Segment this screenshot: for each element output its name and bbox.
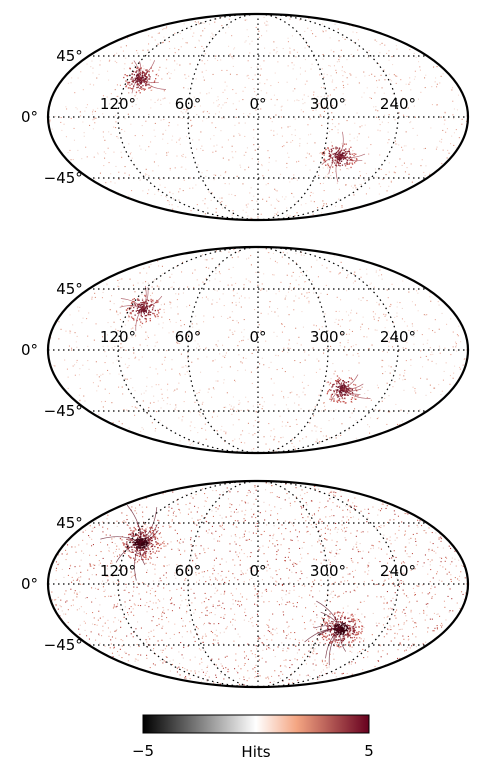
longitude-label: 60° — [175, 328, 202, 346]
hotspot-1 — [123, 60, 167, 94]
meridian — [187, 481, 259, 687]
map-outline — [46, 479, 470, 689]
longitude-labels: 120° 60° 0° 300° 240° — [100, 562, 416, 580]
longitude-label: 0° — [249, 328, 266, 346]
colorbar-min-label: −5 — [132, 742, 154, 760]
map-panels: 120° 60° 0° 300° 240° 45° 0° −45° 120° 60° 0° 300° 2… — [21, 12, 470, 689]
longitude-label: 300° — [310, 95, 346, 113]
latitude-label: 45° — [56, 280, 83, 298]
longitude-label: 240° — [380, 328, 416, 346]
colorbar-bar — [142, 714, 370, 734]
meridian — [257, 14, 329, 220]
hotspot-2 — [326, 374, 371, 404]
latitude-label: 0° — [21, 108, 38, 126]
meridian — [257, 247, 399, 453]
meridian — [187, 247, 259, 453]
longitude-label: 300° — [310, 562, 346, 580]
graticule — [48, 247, 468, 453]
hotspot-2 — [321, 131, 366, 183]
meridian — [257, 14, 399, 220]
meridian — [257, 247, 329, 453]
colorbar-max-label: 5 — [364, 742, 374, 760]
hit-density-dots — [51, 481, 468, 687]
colorbar-ticks: −5 5 — [132, 742, 374, 760]
latitude-label: −45° — [44, 636, 83, 654]
colorbar: −5 5 Hits — [132, 714, 374, 761]
longitude-label: 0° — [249, 562, 266, 580]
longitude-label: 300° — [310, 328, 346, 346]
hotspot-2 — [304, 600, 364, 666]
meridian — [257, 481, 399, 687]
longitude-label: 120° — [100, 328, 136, 346]
longitude-label: 120° — [100, 562, 136, 580]
graticule — [48, 14, 468, 220]
map-panel-2: 120° 60° 0° 300° 240° 45° 0° −45° — [21, 245, 470, 455]
graticule — [48, 481, 468, 687]
meridian — [117, 247, 259, 453]
colorbar-title: Hits — [241, 743, 270, 761]
latitude-labels: 45° 0° −45° — [21, 514, 83, 654]
map-outline — [46, 245, 470, 455]
latitude-label: 0° — [21, 575, 38, 593]
longitude-labels: 120° 60° 0° 300° 240° — [100, 328, 416, 346]
meridian — [117, 481, 259, 687]
meridian — [117, 14, 259, 220]
latitude-label: −45° — [44, 402, 83, 420]
latitude-labels: 45° 0° −45° — [21, 280, 83, 420]
latitude-label: −45° — [44, 169, 83, 187]
longitude-label: 240° — [380, 562, 416, 580]
map-panel-3: 120° 60° 0° 300° 240° 45° 0° −45° — [21, 479, 470, 689]
latitude-label: 0° — [21, 341, 38, 359]
meridian — [187, 14, 259, 220]
longitude-label: 240° — [380, 95, 416, 113]
longitude-label: 120° — [100, 95, 136, 113]
latitude-label: 45° — [56, 47, 83, 65]
longitude-label: 60° — [175, 95, 202, 113]
map-outline — [46, 12, 470, 222]
latitude-labels: 45° 0° −45° — [21, 47, 83, 187]
longitude-label: 60° — [175, 562, 202, 580]
longitude-labels: 120° 60° 0° 300° 240° — [100, 95, 416, 113]
map-panel-1: 120° 60° 0° 300° 240° 45° 0° −45° — [21, 12, 470, 222]
hotspot-1 — [119, 285, 163, 331]
latitude-label: 45° — [56, 514, 83, 532]
meridian — [257, 481, 329, 687]
longitude-label: 0° — [249, 95, 266, 113]
